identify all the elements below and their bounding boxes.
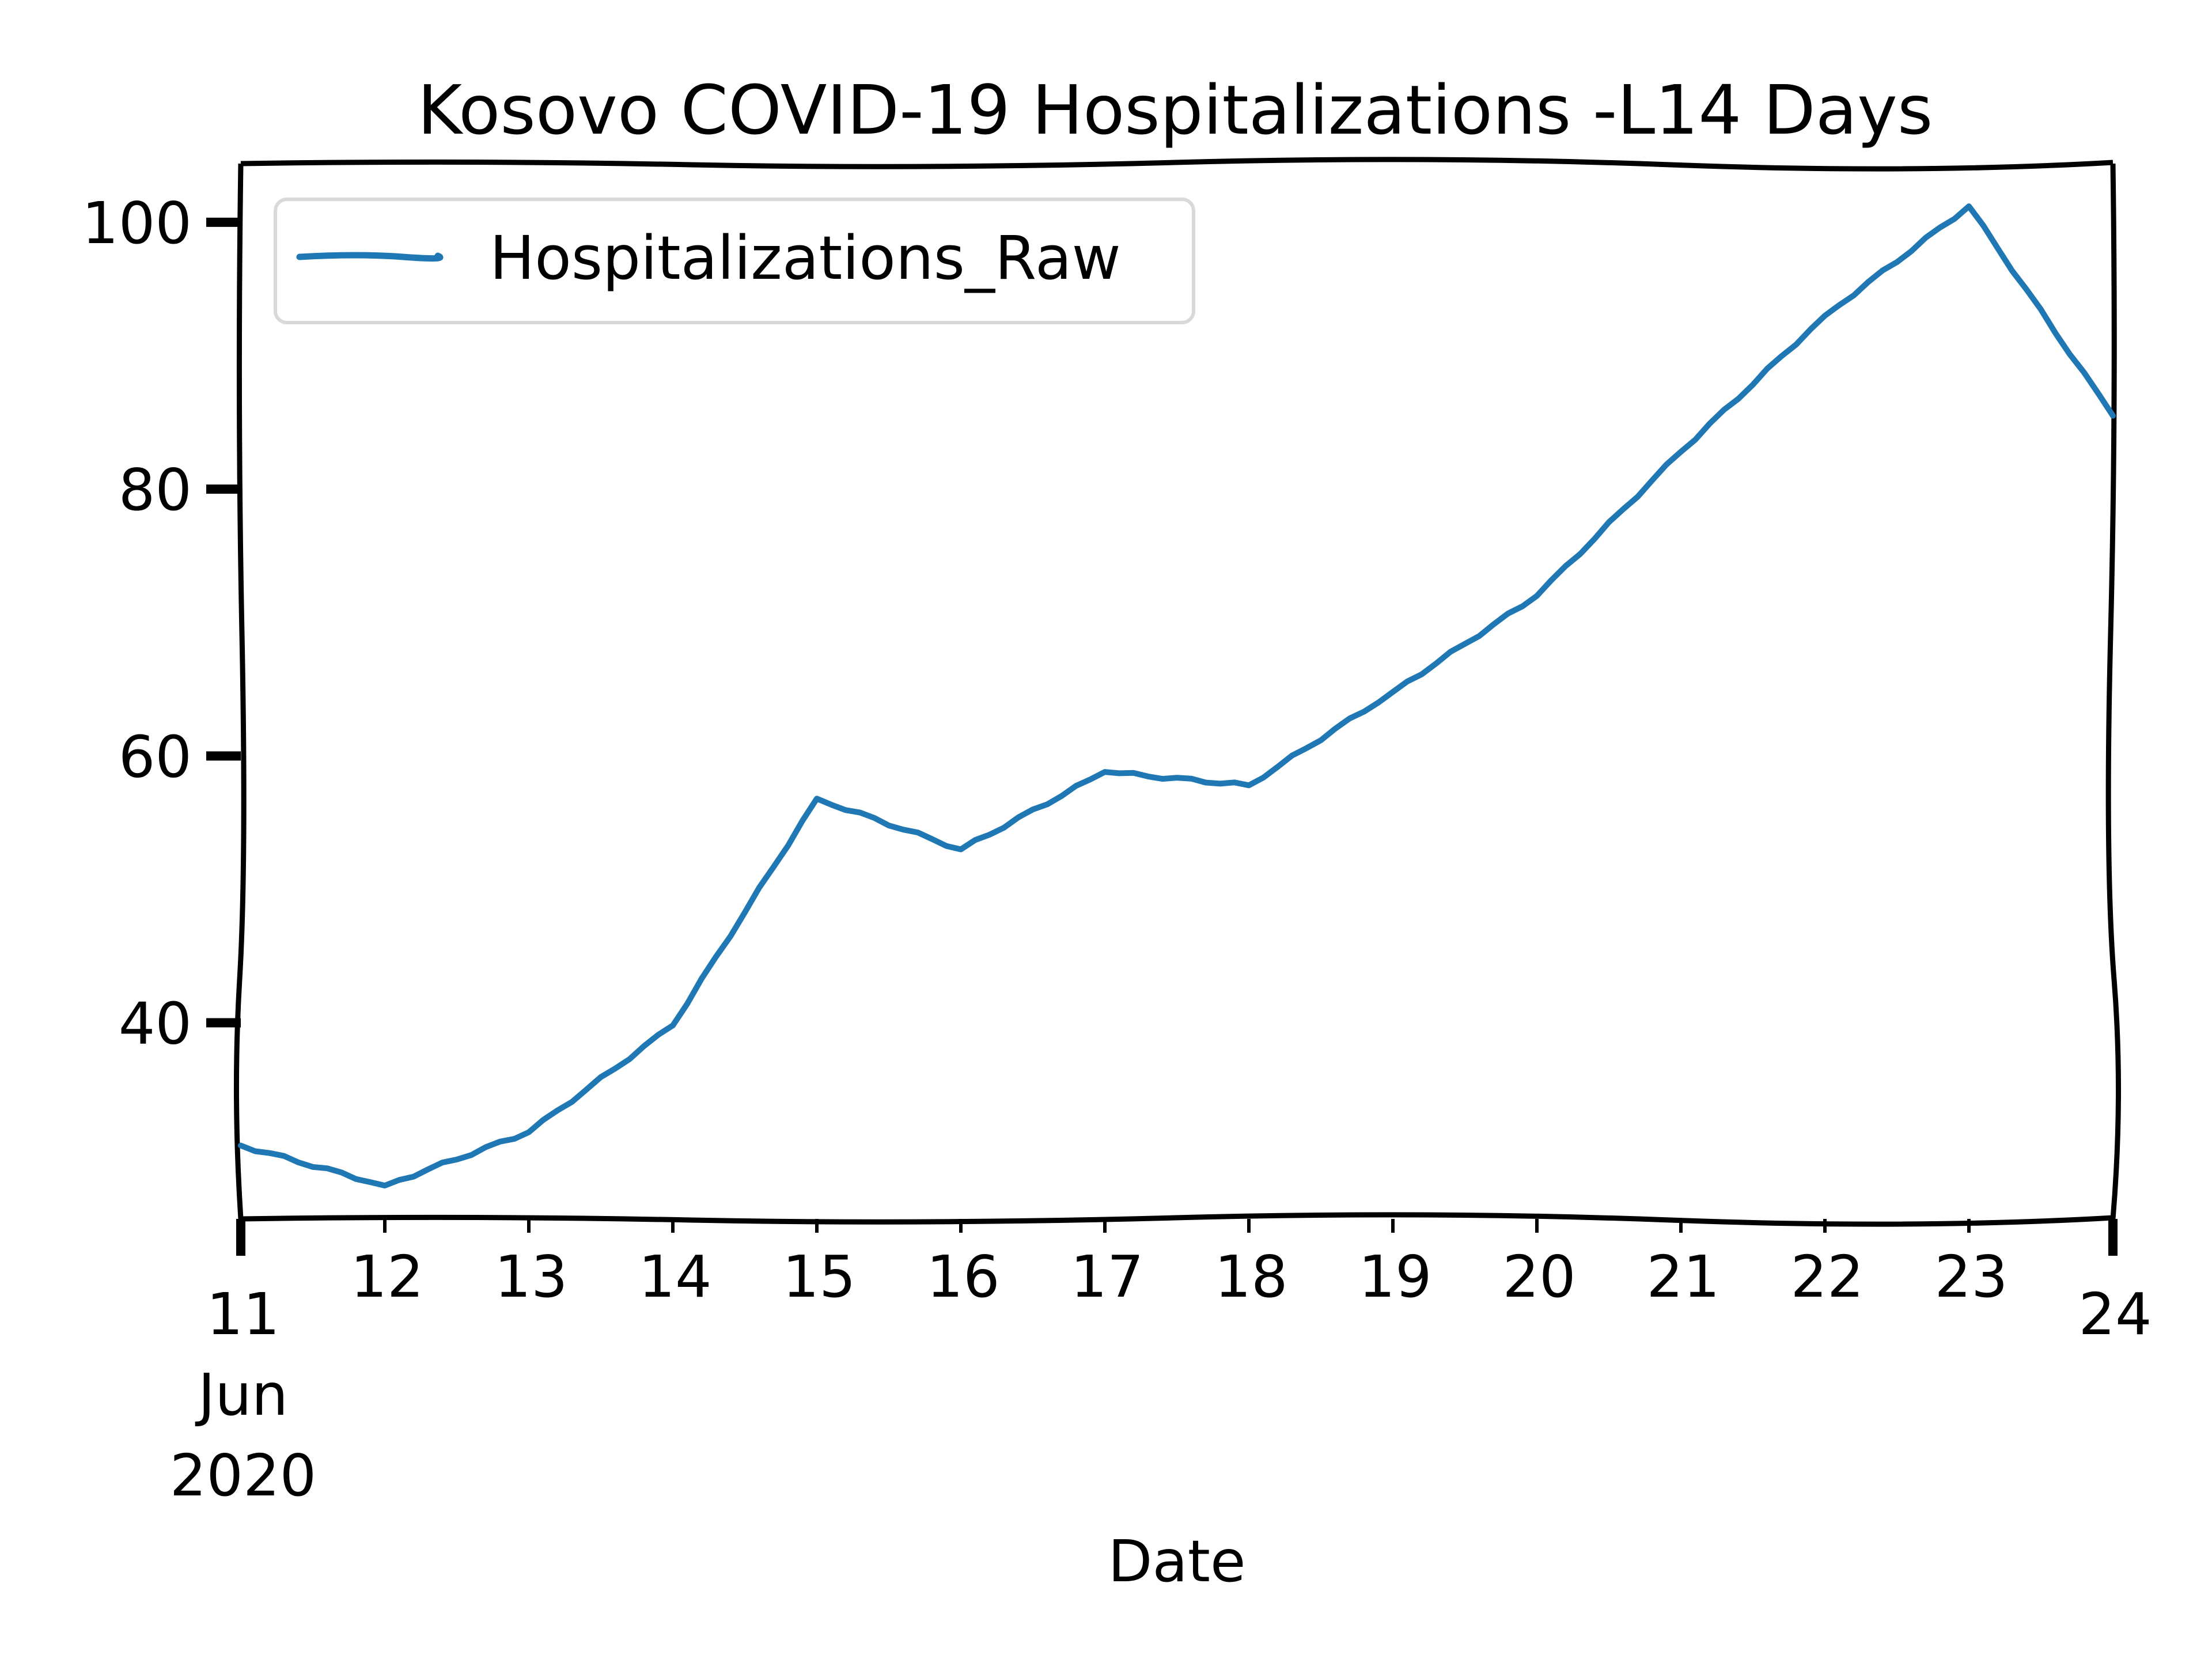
series-line-hospitalizations-raw — [238, 203, 2116, 1189]
x-tick-label-13: 13 — [494, 1243, 567, 1310]
x-tick-label-24: 24 — [2078, 1281, 2152, 1348]
frame-bottom — [240, 1212, 2113, 1227]
x-tick-label-21: 21 — [1646, 1243, 1719, 1310]
x-tick-label-17: 17 — [1070, 1243, 1143, 1310]
x-axis: 11 Jun 2020 12 13 14 15 16 17 18 19 20 21 22 23 24 — [170, 1219, 2152, 1509]
legend: Hospitalizations_Raw — [274, 198, 1195, 324]
x-tick-label-14: 14 — [638, 1243, 711, 1310]
x-tick-label-23: 23 — [1934, 1243, 2008, 1310]
frame-top — [240, 157, 2113, 172]
x-axis-label: Date — [1108, 1528, 1245, 1595]
x-tick-label-15: 15 — [782, 1243, 855, 1310]
y-tick-label-60: 60 — [119, 723, 192, 790]
x-tick-label-18: 18 — [1214, 1243, 1287, 1310]
frame-left — [233, 163, 247, 1219]
y-tick-label-80: 80 — [119, 456, 192, 524]
legend-box — [274, 198, 1195, 324]
y-tick-label-40: 40 — [119, 990, 192, 1058]
legend-label-hospitalizations-raw: Hospitalizations_Raw — [490, 223, 1121, 293]
x-tick-label-11: 11 — [206, 1281, 279, 1348]
x-tick-label-12: 12 — [350, 1243, 423, 1310]
legend-swatch — [296, 252, 444, 262]
x-tick-label-16: 16 — [926, 1243, 999, 1310]
x-tick-label-20: 20 — [1502, 1243, 1575, 1310]
x-tick-label-22: 22 — [1790, 1243, 1863, 1310]
series-layer — [238, 203, 2116, 1189]
x-tick-label-19: 19 — [1358, 1243, 1431, 1310]
y-axis: 40 60 80 100 — [82, 190, 241, 1058]
frame-right — [2105, 163, 2122, 1219]
x-tick-label-11-line2: Jun — [195, 1361, 288, 1429]
plot-frame — [233, 157, 2122, 1227]
x-tick-label-11-line3: 2020 — [170, 1442, 317, 1509]
y-tick-label-100: 100 — [82, 190, 192, 257]
chart-title: Kosovo COVID-19 Hospitalizations -L14 Da… — [418, 70, 1933, 150]
